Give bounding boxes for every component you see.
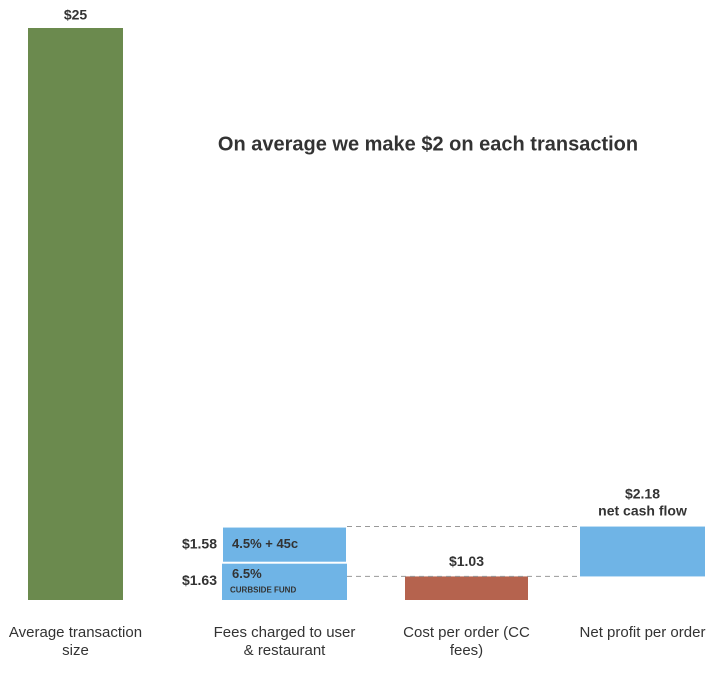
value-label: $1.63 bbox=[182, 572, 217, 588]
segment-label: 6.5% bbox=[232, 566, 262, 581]
value-label: $2.18 bbox=[625, 485, 660, 501]
value-label: $25 bbox=[64, 7, 88, 23]
bar bbox=[405, 576, 528, 600]
fee-segment bbox=[221, 525, 348, 564]
chart-title: On average we make $2 on each transactio… bbox=[218, 133, 638, 155]
x-tick-label: Average transaction size bbox=[8, 624, 143, 659]
bar bbox=[28, 28, 123, 600]
x-tick-label: Cost per order (CC fees) bbox=[403, 624, 530, 659]
segment-sublabel: CURBSIDE FUND bbox=[230, 585, 296, 594]
x-tick-label: Fees charged to user & restaurant bbox=[213, 624, 356, 659]
segment-label: 4.5% + 45c bbox=[232, 536, 298, 551]
value-label: $1.03 bbox=[449, 553, 484, 569]
fee-segment bbox=[222, 562, 347, 600]
value-label: $1.58 bbox=[182, 535, 217, 551]
net-note: net cash flow bbox=[598, 502, 687, 518]
x-tick-label: Net profit per order bbox=[579, 624, 706, 641]
bar bbox=[580, 526, 705, 577]
